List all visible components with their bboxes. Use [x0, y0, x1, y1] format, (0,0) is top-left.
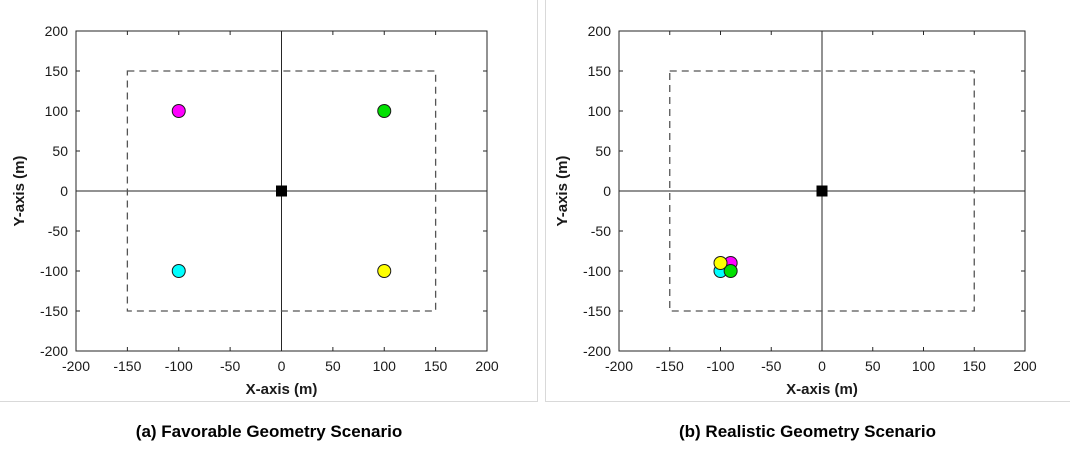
- chart-b-x-tick-label: 100: [912, 358, 936, 374]
- chart-a-y-axis-label: Y-axis (m): [11, 156, 28, 227]
- chart-a-x-tick-label: 50: [325, 358, 341, 374]
- chart-b-y-tick-label: -150: [583, 303, 611, 319]
- chart-a-y-tick-label: 50: [52, 143, 68, 159]
- chart-a-y-tick-label: -50: [48, 223, 68, 239]
- chart-a-x-tick-label: 200: [475, 358, 499, 374]
- chart-a-point-1: [377, 104, 392, 118]
- chart-b-x-tick-label: -50: [761, 358, 781, 374]
- chart-a-y-tick-label: -200: [40, 343, 68, 359]
- chart-a-x-tick-label: -200: [62, 358, 90, 374]
- chart-b-y-tick-label: -100: [583, 263, 611, 279]
- chart-panel-a: -200 -150 -100 -50 0 50 100 150 200 200 150 100 50 0 -…: [0, 0, 538, 402]
- chart-a-y-tick-label: 100: [45, 103, 69, 119]
- chart-b-point-3: [713, 256, 728, 270]
- chart-a-point-3: [377, 264, 392, 278]
- chart-a-point-2: [171, 264, 186, 278]
- chart-b-y-axis-label: Y-axis (m): [554, 156, 571, 227]
- chart-b-y-tick-label: 50: [595, 143, 611, 159]
- chart-panel-b: -200 -150 -100 -50 0 50 100 150 200 200 150 100 50 0 -…: [545, 0, 1070, 402]
- chart-b-x-tick-label: 0: [818, 358, 826, 374]
- chart-a-center-marker: [276, 185, 287, 197]
- chart-a-x-axis-label: X-axis (m): [246, 381, 318, 398]
- chart-b-caption: (b) Realistic Geometry Scenario: [679, 422, 936, 441]
- chart-a-x-tick-label: -100: [165, 358, 193, 374]
- chart-b-x-tick-label: 200: [1013, 358, 1037, 374]
- chart-b-y-tick-label: 150: [588, 63, 612, 79]
- chart-b-svg: -200 -150 -100 -50 0 50 100 150 200 200 150 100 50 0 -…: [554, 23, 1037, 398]
- chart-b-x-tick-label: 50: [865, 358, 881, 374]
- chart-a-boundary-dashed: [126, 70, 437, 312]
- chart-a-y-tick-label: -100: [40, 263, 68, 279]
- chart-b-x-tick-label: -150: [656, 358, 684, 374]
- chart-b-y-tick-label: -50: [591, 223, 611, 239]
- chart-b-point-2: [723, 264, 738, 278]
- chart-a-y-tick-label: -150: [40, 303, 68, 319]
- chart-b-y-tick-label: -200: [583, 343, 611, 359]
- chart-a-point-0: [171, 104, 186, 118]
- chart-a-x-tick-label: -150: [113, 358, 141, 374]
- chart-a-x-tick-label: 0: [278, 358, 286, 374]
- chart-b-x-axis-label: X-axis (m): [786, 381, 858, 398]
- chart-a-x-tick-label: -50: [220, 358, 240, 374]
- chart-a-y-tick-label: 0: [60, 183, 68, 199]
- chart-a-caption: (a) Favorable Geometry Scenario: [135, 422, 403, 441]
- chart-b-center-marker: [816, 185, 828, 197]
- chart-b-x-tick-label: -200: [605, 358, 633, 374]
- chart-a-y-tick-label: 200: [45, 23, 69, 39]
- chart-b-y-tick-label: 0: [603, 183, 611, 199]
- chart-a-x-tick-label: 100: [373, 358, 397, 374]
- chart-b-x-tick-label: -100: [706, 358, 734, 374]
- chart-a-svg: -200 -150 -100 -50 0 50 100 150 200 200 150 100 50 0 -…: [11, 23, 499, 398]
- chart-b-y-tick-label: 100: [588, 103, 612, 119]
- chart-a-y-tick-label: 150: [45, 63, 69, 79]
- chart-b-y-tick-label: 200: [588, 23, 612, 39]
- chart-b-boundary-dashed: [669, 70, 975, 312]
- chart-b-x-tick-label: 150: [963, 358, 987, 374]
- chart-a-x-tick-label: 150: [424, 358, 448, 374]
